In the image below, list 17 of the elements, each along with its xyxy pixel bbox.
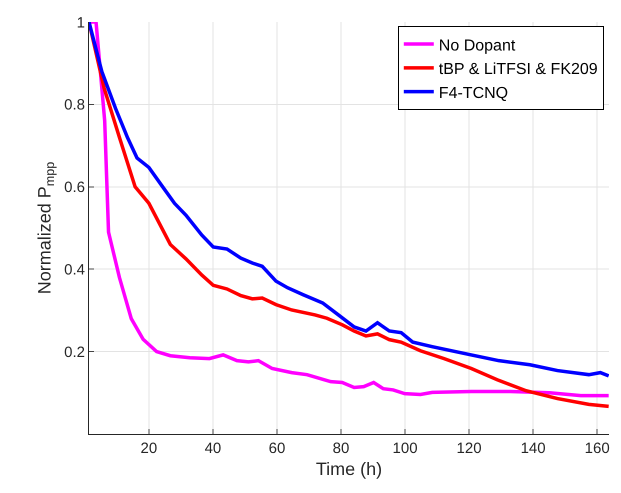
x-tick-label: 80 <box>332 440 350 457</box>
legend-label: tBP & LiTFSI & FK209 <box>438 61 598 78</box>
y-tick-label: 0.8 <box>64 96 85 114</box>
x-tick-label: 160 <box>584 440 610 457</box>
x-tick-label: 100 <box>392 440 418 457</box>
y-tick-label: 0.4 <box>64 261 85 278</box>
legend-label: No Dopant <box>438 37 516 54</box>
x-tick-label: 120 <box>456 440 482 457</box>
x-tick-label: 40 <box>204 440 222 457</box>
y-tick-label: 0.2 <box>64 344 85 361</box>
x-axis-title: Time (h) <box>316 459 382 480</box>
x-tick-label: 60 <box>268 440 286 457</box>
x-tick-label: 140 <box>520 440 546 457</box>
y-tick-label: 0.6 <box>64 179 85 196</box>
x-tick-label: 20 <box>140 440 158 457</box>
y-tick-label: 1 <box>76 14 85 32</box>
legend-label: F4-TCNQ <box>438 84 508 102</box>
